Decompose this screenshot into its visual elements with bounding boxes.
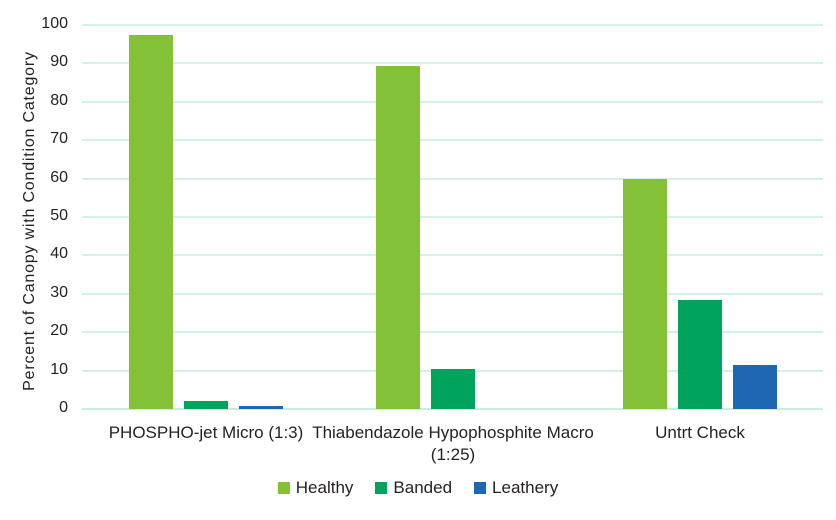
bar-healthy-2 (376, 66, 420, 409)
gridline-y-70 (82, 139, 823, 142)
y-tick-label-90: 90 (50, 53, 68, 71)
gridline-y-40 (82, 254, 823, 257)
gridline-y-30 (82, 292, 823, 295)
y-tick-label-30: 30 (50, 283, 68, 301)
x-category-label-2: Thiabendazole Hypophosphite Macro (1:25) (312, 423, 594, 464)
y-tick-label-80: 80 (50, 91, 68, 109)
gridline-y-50 (82, 216, 823, 218)
legend: Healthy Banded Leathery (0, 478, 836, 498)
y-tick-label-10: 10 (50, 360, 68, 378)
gridline-y-20 (82, 331, 823, 334)
legend-label: Healthy (295, 478, 354, 497)
y-tick-label-20: 20 (50, 322, 68, 340)
legend-item-leathery: Leathery (474, 478, 558, 498)
legend-item-banded: Banded (375, 478, 452, 498)
legend-item-healthy: Healthy (277, 478, 354, 498)
plot-area (82, 24, 823, 410)
legend-label: Banded (393, 478, 453, 497)
y-tick-label-50: 50 (50, 207, 68, 224)
y-tick-label-70: 70 (50, 130, 68, 148)
legend-swatch-icon (277, 482, 290, 494)
bar-group-3 (623, 178, 777, 409)
legend-swatch-icon (375, 482, 388, 494)
bar-banded-2 (431, 368, 475, 409)
bar-healthy-1 (129, 34, 173, 409)
bar-healthy-3 (623, 178, 667, 409)
gridline-y-90 (82, 62, 823, 65)
x-category-label-3: Untrt Check (655, 423, 745, 442)
bar-leathery-3 (733, 365, 777, 409)
gridline-y-60 (82, 177, 823, 180)
bar-leathery-1 (239, 406, 283, 409)
gridline-y-80 (82, 100, 823, 103)
gridline-y-100 (82, 24, 823, 26)
gridline-y-0 (82, 408, 823, 410)
y-tick-label-60: 60 (50, 168, 68, 186)
bar-banded-1 (184, 400, 228, 409)
bar-group-2 (376, 66, 530, 409)
legend-swatch-icon (474, 482, 487, 494)
x-category-label-1: PHOSPHO-jet Micro (1:3) (108, 423, 304, 442)
y-tick-label-0: 0 (59, 399, 68, 416)
bar-group-1 (129, 34, 283, 409)
y-tick-label-40: 40 (50, 245, 68, 263)
y-tick-label-100: 100 (41, 15, 68, 32)
legend-label: Leathery (492, 478, 559, 497)
bar-banded-3 (678, 299, 722, 409)
